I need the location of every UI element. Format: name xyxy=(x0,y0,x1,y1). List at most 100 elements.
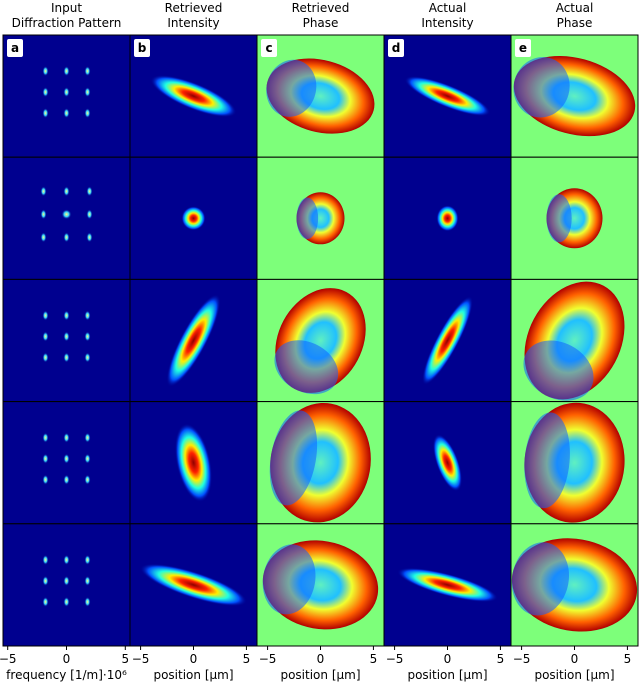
panel-letter-box xyxy=(134,39,150,57)
diffraction-spot xyxy=(86,232,93,243)
column-title: Phase xyxy=(303,16,339,30)
panel-letter: e xyxy=(519,41,527,55)
image-panel xyxy=(256,523,385,647)
image-panel xyxy=(2,523,131,647)
diffraction-spot xyxy=(42,575,49,586)
x-axis-label: position [μm] xyxy=(280,668,360,682)
diffraction-spot xyxy=(84,331,91,342)
diffraction-spot xyxy=(84,554,91,565)
diffraction-spot xyxy=(63,432,70,443)
image-panel xyxy=(383,523,512,647)
diffraction-spot xyxy=(84,310,91,321)
image-panel xyxy=(256,278,385,403)
diffraction-spot xyxy=(84,453,91,464)
image-panel xyxy=(256,401,385,525)
diffraction-spot xyxy=(42,474,49,485)
column-title: Input xyxy=(51,1,82,15)
diffraction-spot xyxy=(84,87,91,98)
image-panel: b xyxy=(129,34,258,158)
diffraction-spot xyxy=(42,331,49,342)
panel-letter: c xyxy=(265,41,272,55)
intensity-blob xyxy=(181,206,206,231)
image-panel: a xyxy=(2,34,131,158)
x-axis-label: position [μm] xyxy=(534,668,614,682)
panel-letter: d xyxy=(392,41,401,55)
x-tick-label: 0 xyxy=(190,652,198,666)
x-tick-label: 0 xyxy=(63,652,71,666)
x-tick-label: 5 xyxy=(497,652,505,666)
x-tick-label: 5 xyxy=(624,652,632,666)
diffraction-spot xyxy=(63,66,70,77)
phase-wrap xyxy=(262,544,316,615)
column-title: Intensity xyxy=(421,16,473,30)
diffraction-spot xyxy=(84,352,91,363)
diffraction-spot xyxy=(63,186,70,197)
column-title: Retrieved xyxy=(165,1,223,15)
diffraction-spot xyxy=(63,554,70,565)
image-panel xyxy=(383,401,512,525)
image-panel xyxy=(383,278,512,403)
diffraction-spot xyxy=(42,432,49,443)
phase-wrap xyxy=(296,197,319,240)
image-panel xyxy=(2,278,131,403)
panel-letter: a xyxy=(11,41,19,55)
phase-wrap xyxy=(269,410,318,506)
intensity-blob xyxy=(422,296,473,385)
column-title: Diffraction Pattern xyxy=(12,16,122,30)
diffraction-spot xyxy=(84,432,91,443)
image-panel: c xyxy=(256,34,385,158)
x-tick-label: 0 xyxy=(317,652,325,666)
phase-wrap xyxy=(524,412,570,509)
image-panel xyxy=(129,401,258,525)
diffraction-spot xyxy=(63,87,70,98)
x-tick-label: −5 xyxy=(386,652,404,666)
image-panel: d xyxy=(383,34,512,158)
diffraction-spot xyxy=(84,108,91,119)
phase-wrap xyxy=(546,194,572,243)
diffraction-spot xyxy=(84,575,91,586)
intensity-blob xyxy=(174,423,213,502)
intensity-blob xyxy=(397,567,498,603)
image-panel xyxy=(2,401,131,525)
phase-wrap xyxy=(266,59,317,117)
image-panel xyxy=(2,156,131,280)
image-panel xyxy=(256,156,385,280)
x-tick-label: −5 xyxy=(0,652,17,666)
panel-letter: b xyxy=(138,41,147,55)
diffraction-spot xyxy=(63,310,70,321)
image-panel: e xyxy=(510,34,639,158)
intensity-blob xyxy=(436,205,459,232)
panel-letter-box xyxy=(7,39,23,57)
x-tick-label: 5 xyxy=(243,652,251,666)
x-tick-label: 5 xyxy=(370,652,378,666)
diffraction-spot xyxy=(40,186,47,197)
column-title: Retrieved xyxy=(292,1,350,15)
diffraction-spot xyxy=(63,596,70,607)
image-panel xyxy=(383,156,512,280)
diffraction-spot xyxy=(42,453,49,464)
intensity-blob xyxy=(150,75,237,118)
image-panel xyxy=(510,523,639,647)
column-title: Actual xyxy=(556,1,594,15)
diffraction-spot xyxy=(42,596,49,607)
image-panel xyxy=(510,278,639,403)
diffraction-spot xyxy=(42,352,49,363)
image-panel xyxy=(129,156,258,280)
x-axis-label: position [μm] xyxy=(407,668,487,682)
phase-wrap xyxy=(274,340,339,395)
x-tick-label: −5 xyxy=(132,652,150,666)
x-axis-label: frequency [1/m]·10⁶ xyxy=(6,668,127,682)
intensity-blob xyxy=(432,434,463,492)
x-axis-label: position [μm] xyxy=(153,668,233,682)
image-panel xyxy=(129,523,258,647)
image-panel xyxy=(510,156,639,280)
panel-letter-box xyxy=(515,39,531,57)
diffraction-spot xyxy=(40,232,47,243)
diffraction-spot xyxy=(63,453,70,464)
column-title: Intensity xyxy=(167,16,219,30)
diffraction-spot xyxy=(63,575,70,586)
diffraction-spot xyxy=(86,186,93,197)
panel-letter-box xyxy=(261,39,277,57)
diffraction-spot xyxy=(40,209,47,220)
